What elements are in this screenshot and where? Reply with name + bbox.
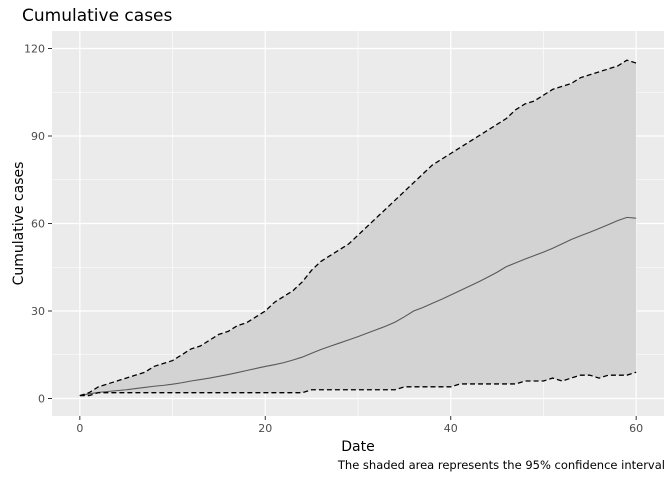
chart-caption: The shaded area represents the 95% confi… (337, 458, 665, 472)
confidence-ribbon-layer (79, 60, 637, 396)
x-tick-label: 60 (629, 422, 643, 435)
mean-cases-line (79, 216, 637, 397)
x-axis-title: Date (341, 439, 374, 455)
y-tick-label: 90 (31, 130, 45, 143)
series-lines-layer (79, 59, 637, 397)
x-tick-label: 0 (76, 422, 83, 435)
y-tick-label: 120 (24, 43, 45, 56)
y-tick-label: 0 (38, 393, 45, 406)
y-tick-label: 60 (31, 218, 45, 231)
axis-ticks (48, 48, 637, 420)
x-tick-label: 40 (444, 422, 458, 435)
confidence-interval-ribbon (79, 60, 637, 396)
lower-bound-line (79, 371, 637, 397)
x-tick-label: 20 (258, 422, 272, 435)
y-tick-labels: 0 30 60 90 120 (24, 43, 45, 406)
x-tick-labels: 0 20 40 60 (76, 422, 643, 435)
chart-title: Cumulative cases (22, 6, 173, 26)
y-axis-title: Cumulative cases (11, 162, 27, 286)
upper-bound-line (79, 59, 637, 397)
y-tick-label: 30 (31, 305, 45, 318)
